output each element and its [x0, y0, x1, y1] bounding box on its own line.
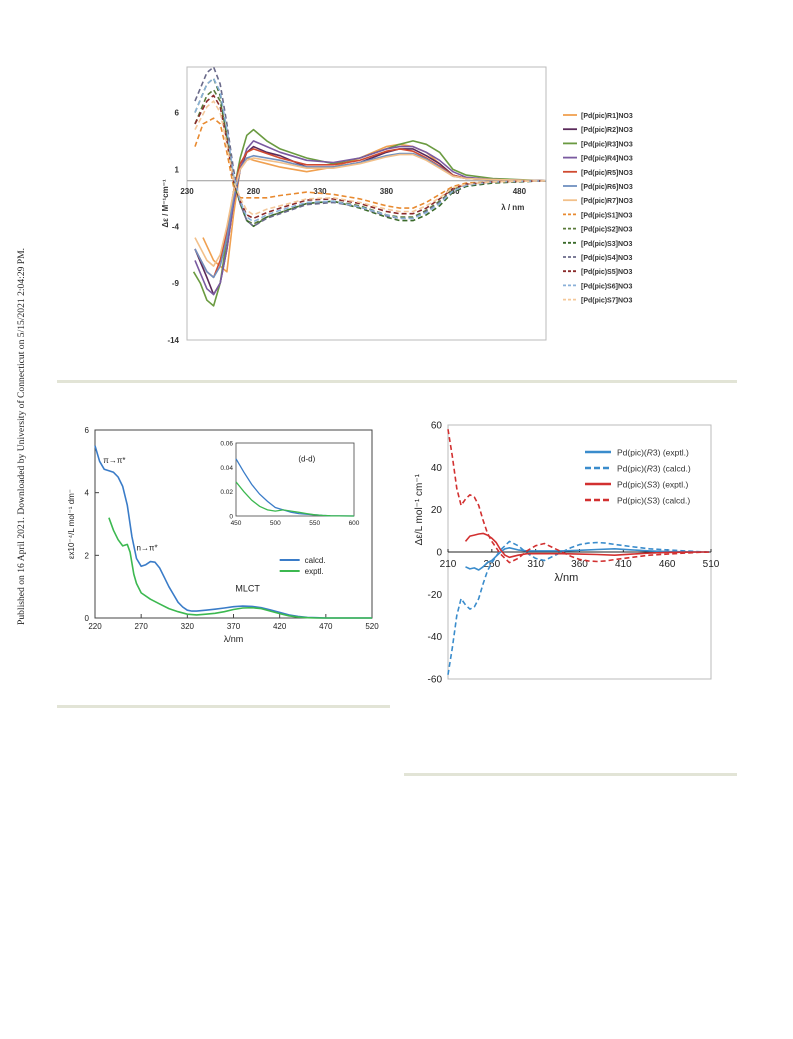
y-tick-label: -40	[428, 632, 443, 643]
publication-note-text: Published on 16 April 2021. Downloaded b…	[16, 247, 27, 625]
inset-label: (d-d)	[298, 454, 315, 463]
legend-label: calcd.	[305, 556, 326, 565]
x-tick-label: 360	[571, 559, 588, 570]
series-line	[194, 77, 547, 223]
legend-label: [Pd(pic)S6]NO3	[581, 283, 632, 290]
y-tick-label: 40	[431, 463, 443, 474]
x-axis-label: λ/nm	[224, 634, 244, 644]
y-tick-label: 6	[85, 426, 90, 435]
y-tick-label: 20	[431, 505, 443, 516]
inset-x-tick-label: 600	[349, 520, 360, 527]
legend-label: [Pd(pic)R1]NO3	[581, 113, 633, 120]
x-tick-label: 280	[247, 187, 261, 196]
legend-label: Pd(pic)(R3) (exptl.)	[617, 448, 689, 458]
x-tick-label: 220	[88, 622, 102, 631]
y-tick-label: 0	[436, 548, 442, 559]
y-axis-label: Δε / M⁻¹cm⁻¹	[161, 179, 170, 228]
legend-label: [Pd(pic)S4]NO3	[581, 255, 632, 262]
series-line	[194, 89, 547, 225]
series-line	[94, 445, 372, 619]
x-tick-label: 480	[513, 187, 527, 196]
x-tick-label: 420	[273, 622, 287, 631]
legend-label: [Pd(pic)S3]NO3	[581, 241, 632, 248]
y-axis-label: εx10⁻⁴/L mol⁻¹ dm⁻	[67, 489, 76, 559]
divider-left	[57, 705, 390, 708]
x-axis-label: λ / nm	[501, 203, 524, 212]
x-tick-label: 410	[615, 559, 632, 570]
x-tick-label: 470	[319, 622, 333, 631]
inset-series-line	[235, 481, 355, 517]
x-tick-label: 330	[313, 187, 327, 196]
y-tick-label: 1	[175, 165, 180, 174]
publication-note: Published on 16 April 2021. Downloaded b…	[4, 205, 27, 625]
series-line	[194, 77, 547, 228]
inset-y-tick-label: 0.04	[220, 465, 233, 472]
chart-absorption-spectra: 0 2 4 6 220 270 320 370 420 470 520 λ/nm εx10⁻⁴/L mo…	[67, 426, 379, 644]
y-tick-label: 2	[85, 551, 90, 560]
chart-cd-spectra-r3-s3: 60 40 20 0 -20 -40 -60 210 260 310 360 410 460 510 λ/n…	[414, 421, 720, 686]
legend-label: [Pd(pic)S2]NO3	[581, 227, 632, 234]
y-tick-label: -4	[172, 222, 180, 231]
divider-top	[57, 380, 737, 383]
inset-y-tick-label: 0.06	[220, 441, 233, 448]
y-tick-label: -60	[428, 675, 443, 686]
series-line	[192, 128, 547, 307]
x-tick-label: 210	[440, 559, 457, 570]
legend-label: [Pd(pic)S7]NO3	[581, 298, 632, 305]
legend-label: Pd(pic)(S3) (calcd.)	[617, 496, 690, 506]
series-line	[194, 148, 547, 279]
x-tick-label: 460	[659, 559, 676, 570]
series-line	[194, 117, 547, 209]
y-tick-label: -14	[167, 336, 179, 345]
x-tick-label: 520	[365, 622, 379, 631]
legend-label: [Pd(pic)R3]NO3	[581, 141, 633, 148]
y-tick-label: 6	[175, 109, 180, 118]
inset-y-tick-label: 0.02	[220, 489, 233, 496]
legend-label: [Pd(pic)R2]NO3	[581, 127, 633, 134]
annotation-n-pi: n→π*	[137, 544, 158, 553]
series-line	[108, 517, 372, 619]
y-tick-label: 4	[85, 489, 90, 498]
x-tick-label: 380	[380, 187, 394, 196]
legend-label: [Pd(pic)R4]NO3	[581, 156, 633, 163]
inset-x-tick-label: 500	[270, 520, 281, 527]
legend-label: Pd(pic)(R3) (calcd.)	[617, 464, 691, 474]
annotation-pi-pi: π→π*	[103, 456, 125, 465]
inset-x-tick-label: 550	[309, 520, 320, 527]
legend-label: Pd(pic)(S3) (exptl.)	[617, 480, 689, 490]
y-tick-label: 60	[431, 421, 443, 432]
x-tick-label: 260	[483, 559, 500, 570]
legend-label: [Pd(pic)S5]NO3	[581, 269, 632, 276]
series-line	[447, 429, 712, 564]
series-line	[194, 140, 547, 296]
x-tick-label: 320	[181, 622, 195, 631]
divider-right	[404, 773, 737, 776]
legend-label: [Pd(pic)R5]NO3	[581, 170, 633, 177]
inset-x-tick-label: 450	[231, 520, 242, 527]
y-tick-label: -9	[172, 279, 180, 288]
x-tick-label: 230	[180, 187, 194, 196]
legend-label: exptl.	[305, 567, 324, 576]
series-line	[194, 153, 547, 267]
x-axis-label: λ/nm	[554, 572, 578, 584]
annotation-mlct: MLCT	[235, 583, 260, 593]
legend-label: [Pd(pic)R7]NO3	[581, 198, 633, 205]
x-tick-label: 510	[703, 559, 720, 570]
y-tick-label: -20	[428, 590, 443, 601]
series-line	[194, 100, 547, 216]
inset-y-tick-label: 0	[229, 514, 233, 521]
x-tick-label: 270	[134, 622, 148, 631]
legend-label: [Pd(pic)R6]NO3	[581, 184, 633, 191]
y-tick-label: 0	[85, 614, 90, 623]
x-tick-label: 370	[227, 622, 241, 631]
legend-label: [Pd(pic)S1]NO3	[581, 212, 632, 219]
inset-frame	[235, 442, 355, 517]
y-axis-label: Δε/L mol⁻¹ cm⁻¹	[414, 473, 425, 545]
x-tick-label: 310	[527, 559, 544, 570]
